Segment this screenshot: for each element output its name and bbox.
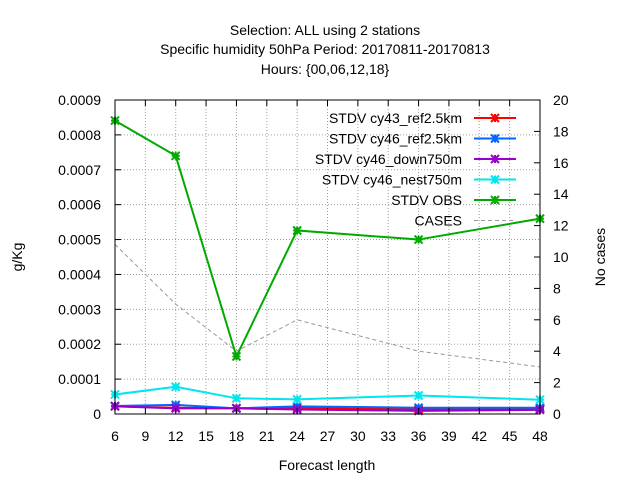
x-tick-label: 18	[229, 428, 245, 444]
y-tick-label: 0.0005	[58, 232, 101, 248]
data-point-stdv-cy46-nest750m	[413, 390, 424, 401]
x-tick-label: 48	[532, 428, 548, 444]
x-tick-label: 30	[350, 428, 366, 444]
y2-axis-label: No cases	[592, 228, 608, 286]
x-tick-label: 9	[141, 428, 149, 444]
grid	[115, 100, 540, 414]
cases-series	[115, 244, 540, 368]
y2-tick-label: 8	[553, 280, 561, 296]
x-tick-label: 12	[168, 428, 184, 444]
series-line-stdv-cy46-nest750m	[114, 385, 541, 401]
legend-label: STDV cy46_nest750m	[322, 172, 462, 188]
legend-entry-stdv-cy46-down750m: STDV cy46_down750m	[315, 151, 516, 167]
y-tick-label: 0.0004	[58, 266, 101, 282]
data-point-stdv-obs	[171, 151, 181, 161]
legend-label: CASES	[415, 213, 462, 229]
data-point-stdv-obs	[413, 234, 424, 245]
data-point-stdv-cy46-nest750m	[171, 382, 181, 392]
y-tick-label: 0.0009	[58, 92, 101, 108]
y2-tick-label: 12	[553, 218, 569, 234]
y-tick-label: 0.0006	[58, 197, 101, 213]
y-tick-label: 0.0007	[58, 162, 101, 178]
y-tick-label: 0.0003	[58, 301, 101, 317]
legend-entry-cases: CASES	[415, 213, 516, 229]
series-stdv-obs	[110, 115, 545, 362]
legend-label: STDV cy46_down750m	[315, 151, 462, 167]
y-tick-label: 0.0001	[58, 371, 101, 387]
legend-marker	[490, 154, 500, 164]
y2-tick-label: 4	[553, 343, 561, 359]
legend-marker	[490, 174, 500, 185]
title-line-1: Selection: ALL using 2 stations	[230, 22, 420, 38]
y-tick-label: 0	[93, 406, 101, 422]
x-tick-label: 33	[380, 428, 396, 444]
legend-label: STDV OBS	[391, 192, 462, 208]
x-tick-label: 36	[411, 428, 427, 444]
x-tick-label: 21	[259, 428, 275, 444]
x-tick-label: 6	[111, 428, 119, 444]
series-group	[110, 115, 545, 416]
data-point-stdv-obs	[292, 225, 302, 236]
series-line-cases	[115, 244, 540, 368]
title-line-2: Specific humidity 50hPa Period: 20170811…	[160, 41, 490, 57]
y2-tick-label: 2	[553, 375, 561, 391]
data-point-stdv-obs	[231, 351, 242, 362]
data-point-stdv-cy46-nest750m	[231, 393, 242, 404]
y2-tick-label: 20	[553, 92, 569, 108]
x-tick-label: 45	[502, 428, 518, 444]
x-tick-label: 42	[471, 428, 487, 444]
x-tick-label: 27	[320, 428, 336, 444]
legend-marker	[490, 195, 500, 205]
y2-tick-label: 14	[553, 186, 569, 202]
x-tick-label: 39	[441, 428, 457, 444]
series-line-stdv-obs	[114, 119, 541, 360]
y-tick-label: 0.0008	[58, 127, 101, 143]
y-axis-label: g/Kg	[9, 243, 25, 272]
legend-entry-stdv-cy46-nest750m: STDV cy46_nest750m	[322, 172, 516, 188]
y2-tick-label: 16	[553, 155, 569, 171]
legend-entry-stdv-obs: STDV OBS	[391, 192, 516, 208]
x-tick-label: 15	[198, 428, 214, 444]
legend-label: STDV cy46_ref2.5km	[329, 131, 462, 147]
legend-entry-stdv-cy43-ref2-5km: STDV cy43_ref2.5km	[329, 110, 516, 126]
series-line-stdv-cy46-ref2-5km	[114, 403, 540, 410]
y-tick-label: 0.0002	[58, 336, 101, 352]
legend-marker	[490, 133, 500, 144]
legend-label: STDV cy43_ref2.5km	[329, 110, 462, 126]
chart-title: Selection: ALL using 2 stations Specific…	[160, 22, 490, 77]
data-point-stdv-cy46-nest750m	[292, 394, 302, 405]
legend-entry-stdv-cy46-ref2-5km: STDV cy46_ref2.5km	[329, 131, 516, 147]
x-axis-label: Forecast length	[279, 457, 376, 473]
y2-tick-label: 6	[553, 312, 561, 328]
y2-tick-label: 0	[553, 406, 561, 422]
axis-ticks: 6 9 12 15 18 21 24 27 30 33 36 39 42 45 4800.00010.000…	[58, 92, 569, 444]
legend-marker	[490, 113, 500, 123]
title-line-3: Hours: {00,06,12,18}	[261, 61, 390, 77]
y2-tick-label: 18	[553, 123, 569, 139]
x-tick-label: 24	[289, 428, 305, 444]
y2-tick-label: 10	[553, 249, 569, 265]
legend: STDV cy43_ref2.5km STDV cy46_ref2.5km STDV…	[315, 110, 516, 229]
